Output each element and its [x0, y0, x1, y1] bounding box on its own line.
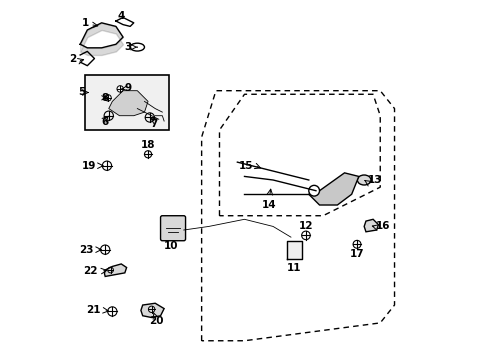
Polygon shape [287, 241, 301, 258]
Text: 22: 22 [83, 266, 98, 276]
Text: 19: 19 [82, 161, 97, 171]
Text: 9: 9 [121, 83, 131, 93]
FancyBboxPatch shape [160, 216, 185, 241]
Text: 8: 8 [102, 93, 109, 103]
Text: 4: 4 [117, 11, 125, 21]
Circle shape [308, 185, 319, 196]
Text: 5: 5 [78, 87, 85, 98]
Text: 1: 1 [82, 18, 89, 28]
Text: 15: 15 [239, 161, 253, 171]
Text: 17: 17 [349, 249, 364, 259]
Polygon shape [308, 173, 358, 205]
Text: 6: 6 [102, 117, 108, 127]
Text: 3: 3 [124, 42, 132, 52]
Text: 13: 13 [367, 175, 382, 185]
Text: 2: 2 [69, 54, 77, 64]
Polygon shape [141, 303, 164, 318]
Polygon shape [104, 264, 126, 276]
Text: 10: 10 [163, 242, 178, 251]
Text: 23: 23 [79, 245, 94, 255]
Text: 11: 11 [286, 263, 301, 273]
FancyBboxPatch shape [84, 75, 168, 130]
Ellipse shape [357, 175, 370, 185]
Text: 12: 12 [298, 221, 312, 231]
Text: 14: 14 [262, 200, 276, 210]
Text: 21: 21 [86, 305, 101, 315]
Polygon shape [108, 91, 148, 116]
Polygon shape [364, 219, 378, 232]
Text: 16: 16 [375, 221, 389, 231]
Text: 7: 7 [149, 119, 157, 129]
Text: 18: 18 [141, 140, 155, 150]
Text: 20: 20 [148, 316, 163, 326]
